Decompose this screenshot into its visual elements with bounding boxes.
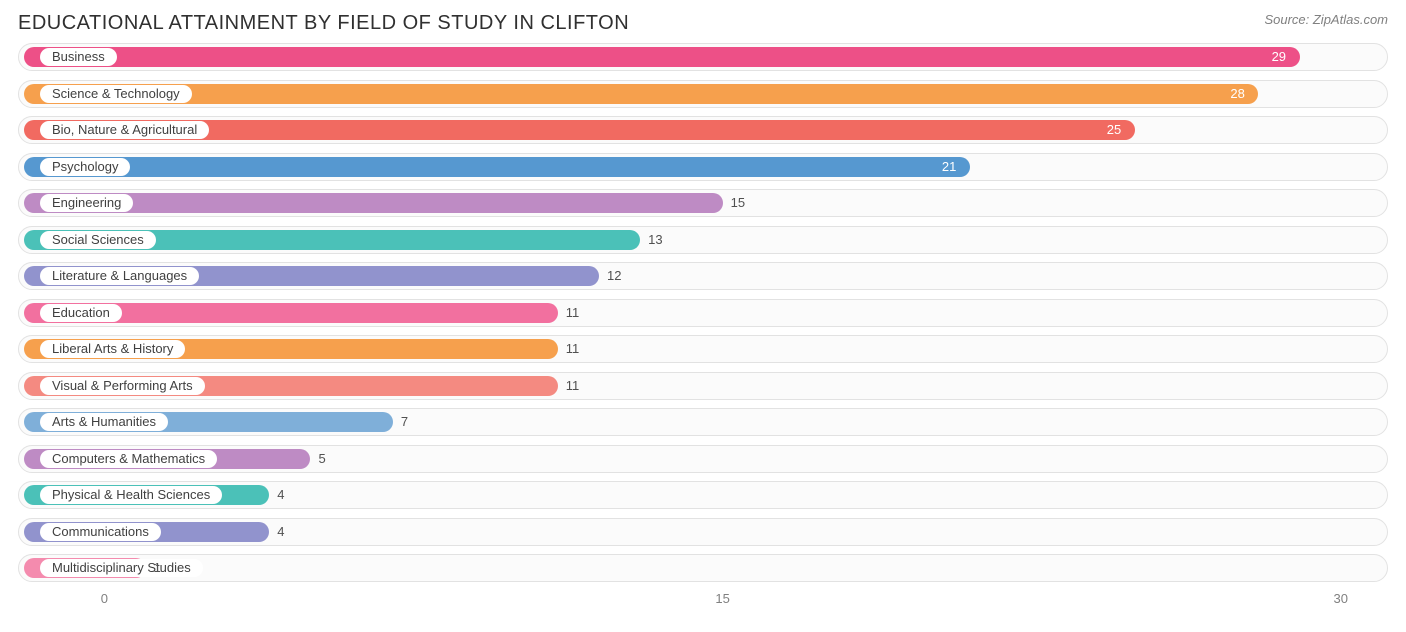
- chart-title: EDUCATIONAL ATTAINMENT BY FIELD OF STUDY…: [18, 12, 629, 35]
- bar-label: Computers & Mathematics: [40, 450, 217, 468]
- bar-label: Arts & Humanities: [40, 413, 168, 431]
- bar-track: [18, 554, 1388, 582]
- axis-tick: 15: [715, 591, 729, 606]
- bar-label: Visual & Performing Arts: [40, 377, 205, 395]
- bar-row: Bio, Nature & Agricultural 25: [18, 116, 1388, 146]
- bar-label: Physical & Health Sciences: [40, 486, 222, 504]
- bar-value: 12: [607, 267, 621, 285]
- bar-value: 11: [566, 340, 580, 358]
- bar-row: Engineering 15: [18, 189, 1388, 219]
- bar-fill: [24, 84, 1258, 104]
- bar-row: Liberal Arts & History 11: [18, 335, 1388, 365]
- bar-row: Communications 4: [18, 518, 1388, 548]
- bar-label: Communications: [40, 523, 161, 541]
- bar-label: Science & Technology: [40, 85, 192, 103]
- chart-header: EDUCATIONAL ATTAINMENT BY FIELD OF STUDY…: [18, 12, 1388, 35]
- bar-value: 29: [1272, 48, 1286, 66]
- bar-row: Visual & Performing Arts 11: [18, 372, 1388, 402]
- bar-fill: [24, 47, 1300, 67]
- bar-value: 7: [401, 413, 408, 431]
- bar-row: Business 29: [18, 43, 1388, 73]
- bar-row: Literature & Languages 12: [18, 262, 1388, 292]
- chart-area: Business 29 Science & Technology 28 Bio, Nat…: [18, 43, 1388, 621]
- bar-value: 1: [154, 559, 161, 577]
- bar-label: Business: [40, 48, 117, 66]
- bar-fill: [24, 157, 970, 177]
- bar-row: Multidisciplinary Studies1: [18, 554, 1388, 584]
- bar-value: 11: [566, 377, 580, 395]
- bar-value: 21: [942, 158, 956, 176]
- bar-label: Multidisciplinary Studies: [40, 559, 203, 577]
- bar-row: Computers & Mathematics 5: [18, 445, 1388, 475]
- bar-value: 4: [277, 523, 284, 541]
- bar-value: 11: [566, 304, 580, 322]
- bar-row: Education 11: [18, 299, 1388, 329]
- bar-label: Liberal Arts & History: [40, 340, 185, 358]
- bar-value: 13: [648, 231, 662, 249]
- bar-label: Engineering: [40, 194, 133, 212]
- bar-row: Science & Technology 28: [18, 80, 1388, 110]
- chart-source: Source: ZipAtlas.com: [1264, 12, 1388, 27]
- bar-row: Arts & Humanities 7: [18, 408, 1388, 438]
- axis-tick: 30: [1334, 591, 1348, 606]
- bar-label: Bio, Nature & Agricultural: [40, 121, 209, 139]
- bar-value: 28: [1230, 85, 1244, 103]
- bar-value: 15: [731, 194, 745, 212]
- bar-label: Psychology: [40, 158, 130, 176]
- bar-row: Social Sciences 13: [18, 226, 1388, 256]
- bar-label: Social Sciences: [40, 231, 156, 249]
- bar-label: Education: [40, 304, 122, 322]
- x-axis: 0 15 30: [18, 591, 1388, 621]
- bar-label: Literature & Languages: [40, 267, 199, 285]
- bar-value: 4: [277, 486, 284, 504]
- axis-tick: 0: [101, 591, 108, 606]
- bar-row: Physical & Health Sciences 4: [18, 481, 1388, 511]
- bar-value: 25: [1107, 121, 1121, 139]
- bar-value: 5: [318, 450, 325, 468]
- bar-row: Psychology 21: [18, 153, 1388, 183]
